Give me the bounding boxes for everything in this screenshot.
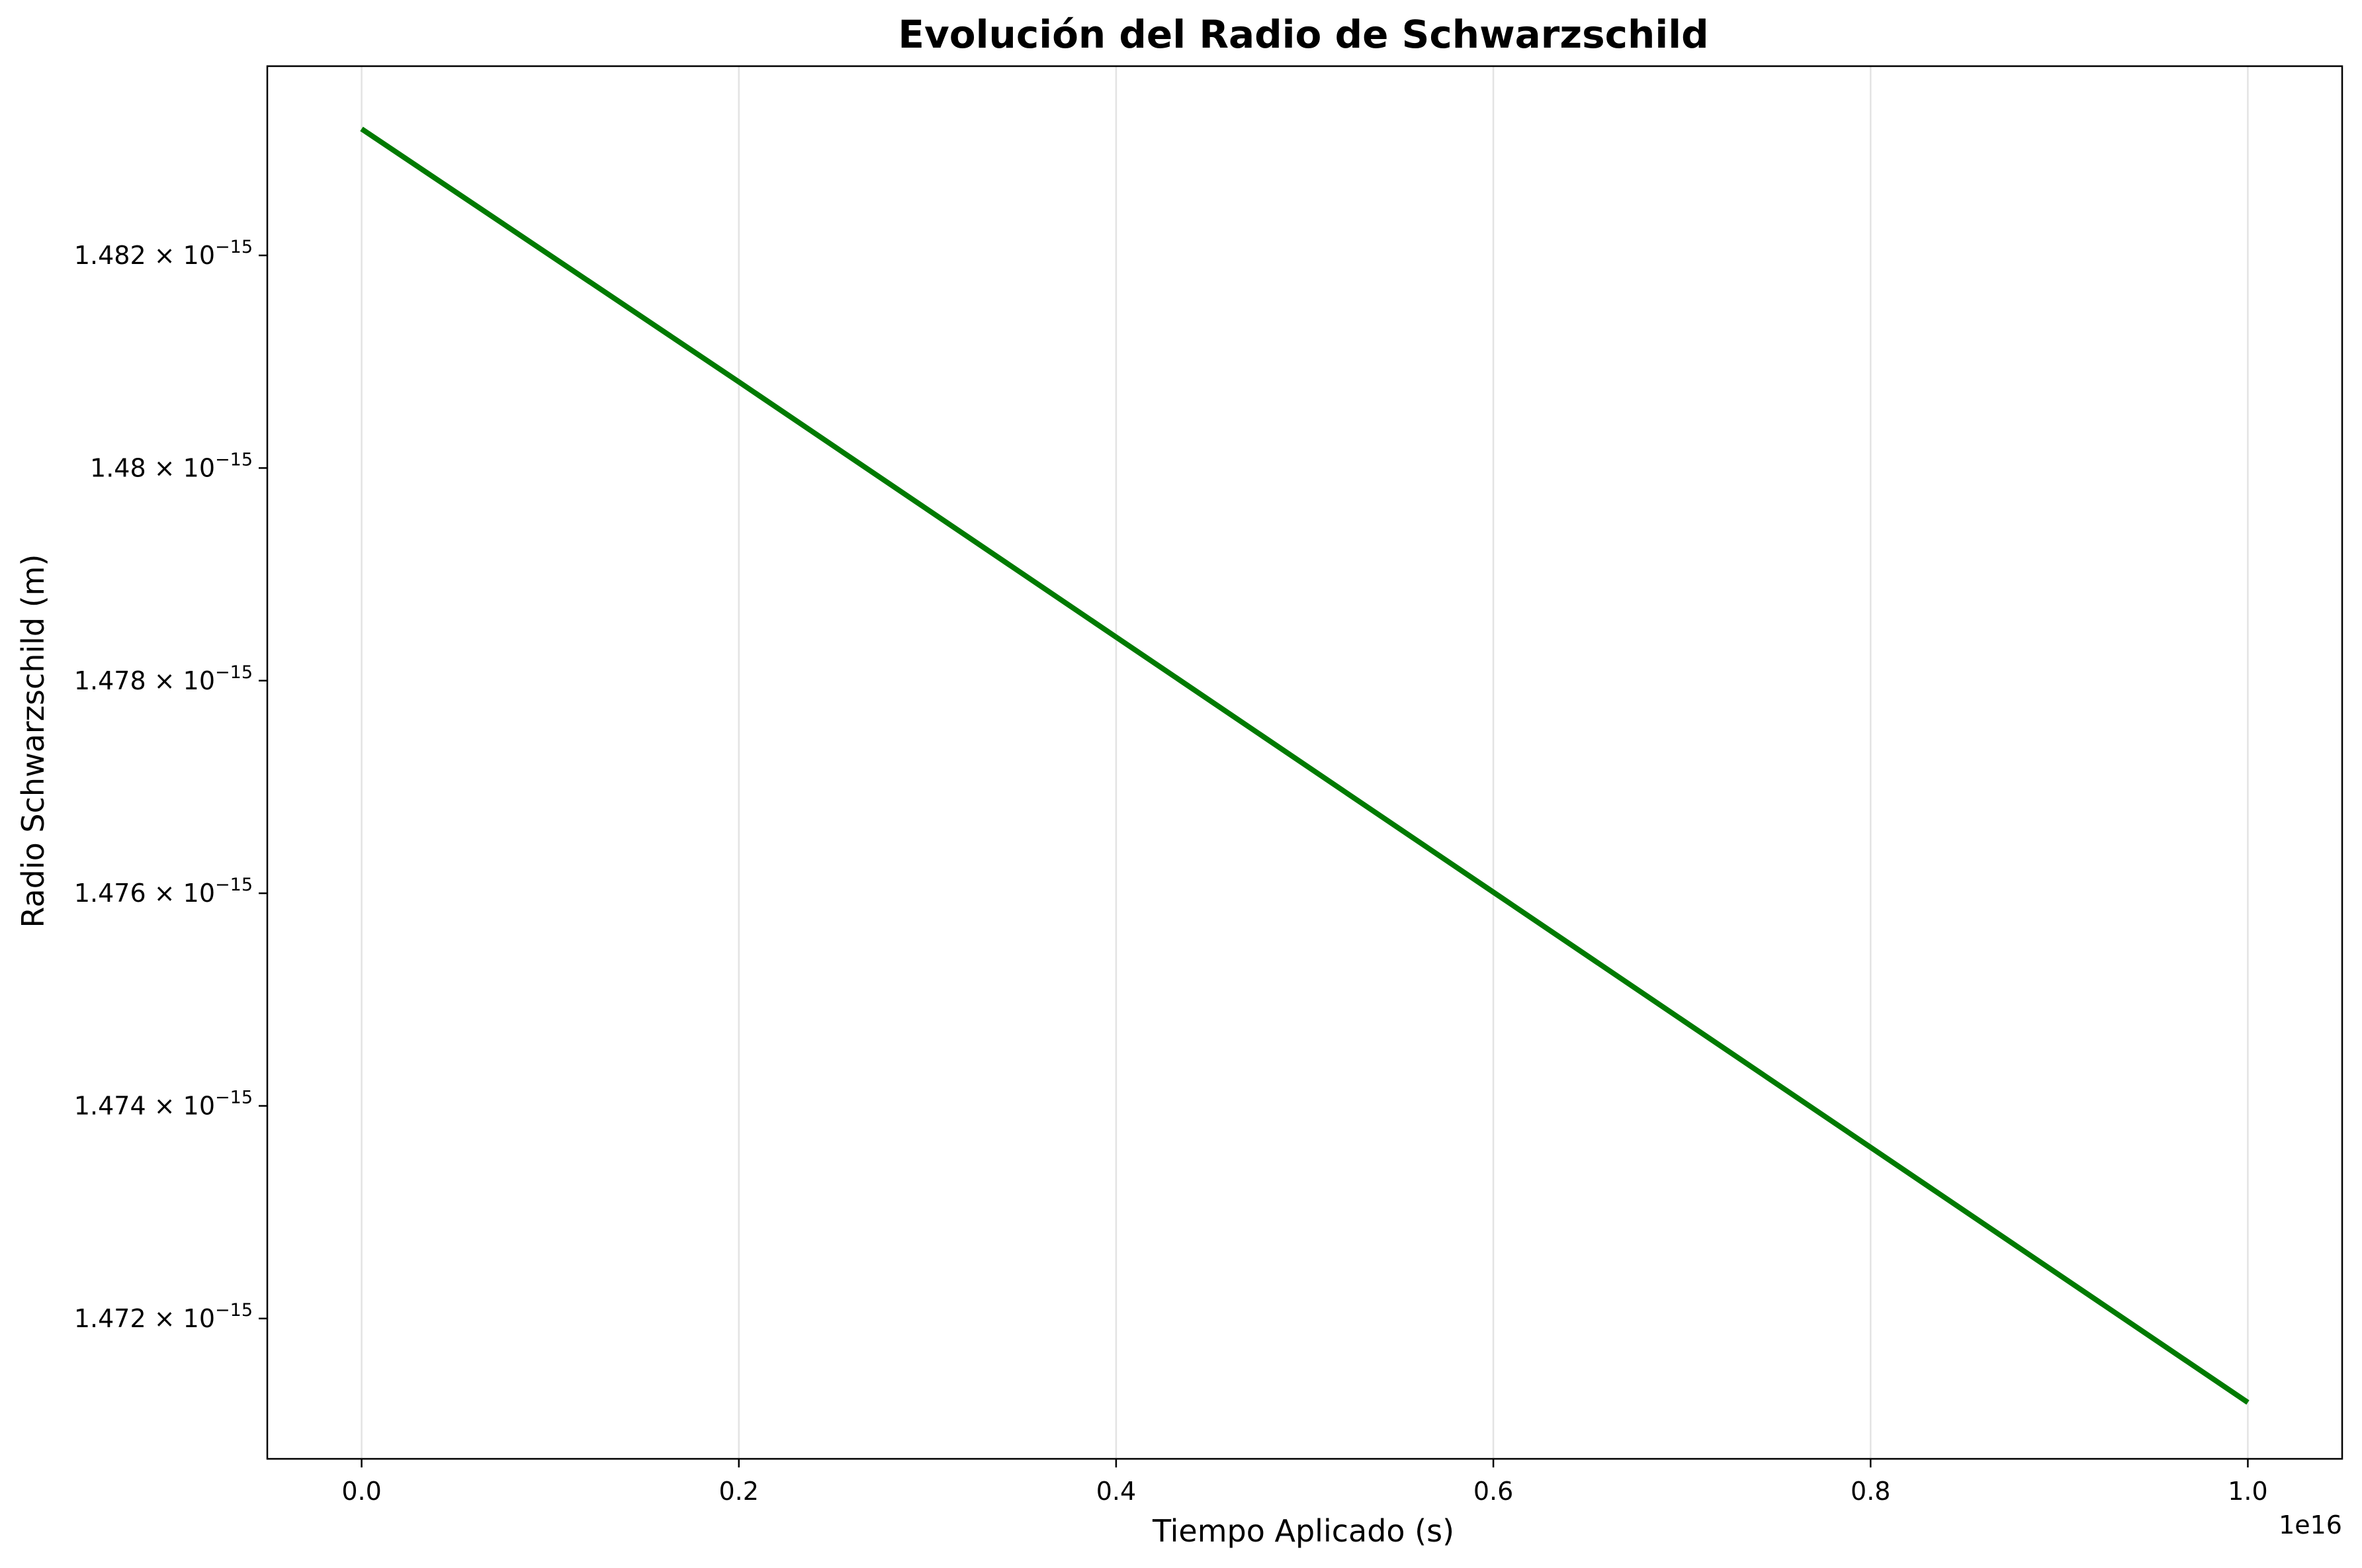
y-axis-label: Radio Schwarzschild (m) (15, 554, 51, 928)
plot-frame (266, 65, 2343, 1460)
x-tick-label: 0.6 (1473, 1477, 1513, 1506)
y-tick-label: 1.476 × 10−15 (74, 875, 253, 908)
chart-title: Evolución del Radio de Schwarzschild (898, 12, 1708, 57)
x-axis-label: Tiempo Aplicado (s) (1152, 1513, 1454, 1549)
y-tick-label: 1.472 × 10−15 (74, 1300, 253, 1333)
x-tick-label: 1.0 (2228, 1477, 2267, 1506)
y-tick-label: 1.48 × 10−15 (90, 449, 253, 482)
series-line (360, 126, 2250, 1405)
series-layer (360, 126, 2250, 1405)
x-tick-label: 0.0 (341, 1477, 381, 1506)
x-axis: 0.0 0.2 0.4 0.6 0.8 1.0 (341, 1459, 2268, 1506)
y-tick-label: 1.482 × 10−15 (74, 237, 253, 270)
y-axis: 1.482 × 10−15 1.48 × 10−15 1.478 × 10−15 1.… (74, 237, 267, 1333)
x-offset-label: 1e16 (2279, 1510, 2342, 1540)
y-tick-label: 1.478 × 10−15 (74, 662, 253, 695)
y-tick-label: 1.474 × 10−15 (74, 1088, 253, 1121)
x-tick-label: 0.8 (1851, 1477, 1890, 1506)
x-tick-label: 0.4 (1096, 1477, 1136, 1506)
grid (361, 66, 2249, 1459)
x-tick-label: 0.2 (719, 1477, 759, 1506)
